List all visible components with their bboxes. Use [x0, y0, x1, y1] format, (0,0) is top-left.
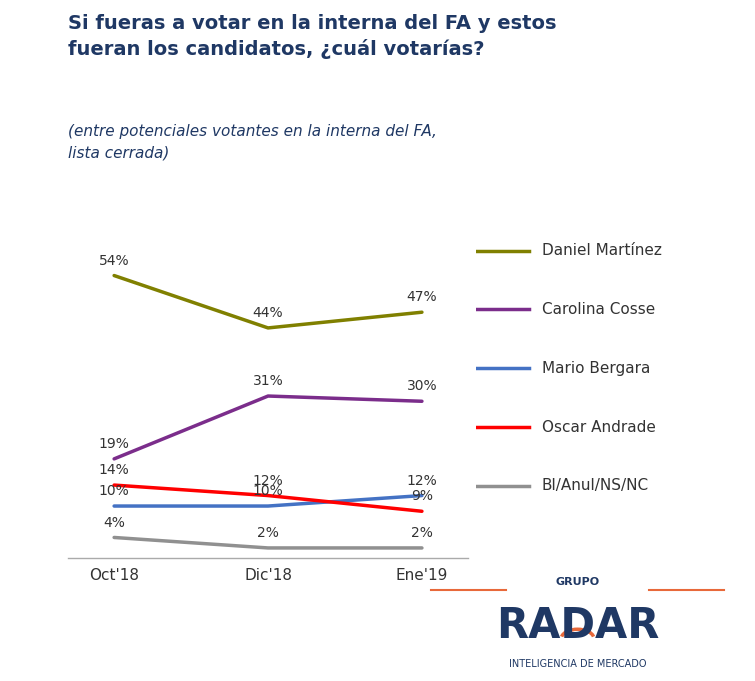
Text: 9%: 9%: [411, 490, 433, 503]
Text: Daniel Martínez: Daniel Martínez: [541, 243, 661, 258]
Text: 44%: 44%: [253, 306, 283, 320]
Text: GRUPO: GRUPO: [556, 577, 599, 587]
Text: INTELIGENCIA DE MERCADO: INTELIGENCIA DE MERCADO: [509, 659, 646, 669]
Text: (entre potenciales votantes en la interna del FA,
lista cerrada): (entre potenciales votantes en la intern…: [68, 124, 437, 160]
Text: Mario Bergara: Mario Bergara: [541, 361, 650, 376]
Text: 10%: 10%: [253, 484, 283, 498]
Text: RADAR: RADAR: [496, 605, 659, 647]
Text: 54%: 54%: [99, 254, 129, 268]
Text: 47%: 47%: [407, 290, 437, 304]
Text: Carolina Cosse: Carolina Cosse: [541, 302, 655, 317]
Text: 30%: 30%: [407, 379, 437, 394]
Text: 4%: 4%: [103, 516, 125, 530]
Text: 2%: 2%: [411, 526, 433, 540]
Text: 12%: 12%: [253, 474, 283, 488]
Text: 19%: 19%: [99, 437, 130, 451]
Text: Oscar Andrade: Oscar Andrade: [541, 419, 655, 434]
Text: Bl/Anul/NS/NC: Bl/Anul/NS/NC: [541, 479, 649, 494]
Text: 12%: 12%: [406, 474, 437, 488]
Text: 31%: 31%: [253, 374, 283, 388]
Text: 10%: 10%: [99, 484, 130, 498]
Text: Si fueras a votar en la interna del FA y estos
fueran los candidatos, ¿cuál vota: Si fueras a votar en la interna del FA y…: [68, 14, 556, 59]
Text: 2%: 2%: [257, 526, 279, 540]
Text: 14%: 14%: [99, 463, 130, 477]
